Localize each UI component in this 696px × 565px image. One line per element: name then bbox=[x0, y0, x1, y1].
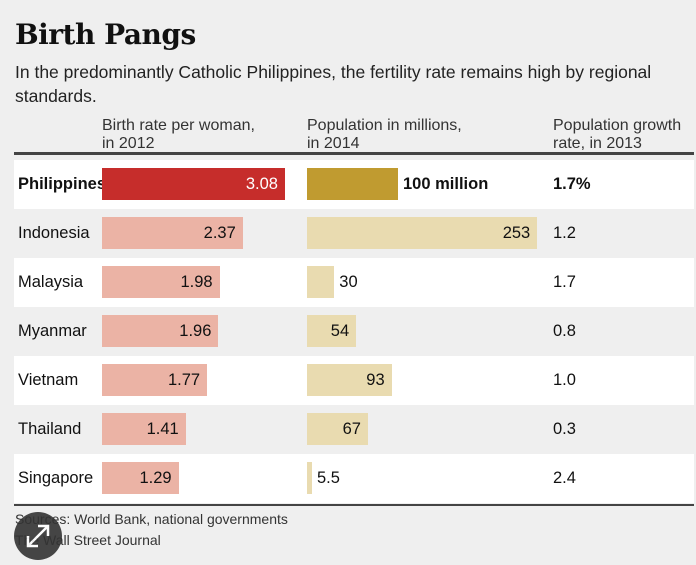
header-population: Population in millions, in 2014 bbox=[307, 117, 462, 153]
birth-rate-label: 1.98 bbox=[180, 273, 213, 291]
expand-arrows-icon bbox=[26, 524, 50, 548]
birth-rate-label: 1.96 bbox=[179, 322, 212, 340]
growth-rate-value: 0.8 bbox=[553, 322, 576, 340]
bottom-rule bbox=[14, 504, 694, 506]
population-bar bbox=[307, 364, 392, 396]
population-label: 5.5 bbox=[317, 469, 340, 487]
header-birth-rate: Birth rate per woman, in 2012 bbox=[102, 117, 255, 153]
population-label: 253 bbox=[502, 224, 531, 242]
table-body: Philippines 3.08 100 million 1.7% Indonesia 2… bbox=[14, 160, 694, 503]
population-bar bbox=[307, 315, 357, 347]
birth-rate-bar bbox=[102, 364, 208, 396]
population-label: 67 bbox=[342, 420, 361, 438]
birth-rate-label: 3.08 bbox=[245, 175, 278, 193]
growth-rate-value: 1.2 bbox=[553, 224, 576, 242]
birth-rate-bar bbox=[102, 266, 220, 298]
growth-rate-value: 1.0 bbox=[553, 371, 576, 389]
growth-rate-value: 1.7% bbox=[553, 175, 591, 193]
country-label: Myanmar bbox=[18, 322, 87, 340]
growth-rate-value: 1.7 bbox=[553, 273, 576, 291]
country-label: Indonesia bbox=[18, 224, 90, 242]
table-row: Thailand 1.41 67 0.3 bbox=[14, 405, 694, 454]
population-label: 100 million bbox=[403, 175, 489, 193]
header-line: in 2012 bbox=[102, 135, 155, 152]
birth-rate-bar bbox=[102, 217, 243, 249]
birth-rate-bar bbox=[102, 315, 219, 347]
top-rule bbox=[14, 152, 694, 155]
table-row: Myanmar 1.96 54 0.8 bbox=[14, 307, 694, 356]
expand-button[interactable] bbox=[14, 512, 62, 560]
chart-title: Birth Pangs bbox=[15, 18, 196, 51]
growth-rate-value: 2.4 bbox=[553, 469, 576, 487]
header-line: Population in millions, bbox=[307, 117, 462, 134]
table-row: Philippines 3.08 100 million 1.7% bbox=[14, 160, 694, 209]
country-label: Thailand bbox=[18, 420, 82, 438]
population-bar bbox=[307, 168, 398, 200]
population-label: 93 bbox=[366, 371, 385, 389]
birth-rate-label: 1.41 bbox=[146, 420, 179, 438]
population-bar bbox=[307, 217, 538, 249]
population-bar bbox=[307, 413, 368, 445]
header-line: rate, in 2013 bbox=[553, 135, 642, 152]
header-growth: Population growth rate, in 2013 bbox=[553, 117, 681, 153]
header-line: Population growth bbox=[553, 117, 682, 134]
country-label: Malaysia bbox=[18, 273, 84, 291]
population-label: 54 bbox=[330, 322, 350, 340]
chart-subtitle: In the predominantly Catholic Philippine… bbox=[15, 62, 652, 106]
table-row: Indonesia 2.37 253 1.2 bbox=[14, 209, 694, 258]
birth-rate-label: 2.37 bbox=[203, 224, 236, 242]
birth-rate-bar bbox=[102, 413, 186, 445]
country-label: Vietnam bbox=[18, 371, 79, 389]
birth-rate-bar bbox=[102, 462, 179, 494]
country-label: Singapore bbox=[18, 469, 94, 487]
population-bar bbox=[307, 462, 312, 494]
sources: Sources: World Bank, national government… bbox=[15, 511, 288, 527]
birth-rate-bar bbox=[102, 168, 285, 200]
growth-rate-value: 0.3 bbox=[553, 420, 576, 438]
header-line: in 2014 bbox=[307, 135, 360, 152]
country-label: Philippines bbox=[18, 175, 107, 193]
table-row: Malaysia 1.98 30 1.7 bbox=[14, 258, 694, 307]
birth-rate-label: 1.77 bbox=[168, 371, 201, 389]
population-label: 30 bbox=[339, 273, 358, 291]
table-row: Vietnam 1.77 93 1.0 bbox=[14, 356, 694, 405]
header-line: Birth rate per woman, bbox=[102, 117, 255, 134]
table-row: Singapore 1.29 5.5 2.4 bbox=[14, 454, 694, 503]
birth-rate-label: 1.29 bbox=[139, 469, 172, 487]
population-bar bbox=[307, 266, 335, 298]
